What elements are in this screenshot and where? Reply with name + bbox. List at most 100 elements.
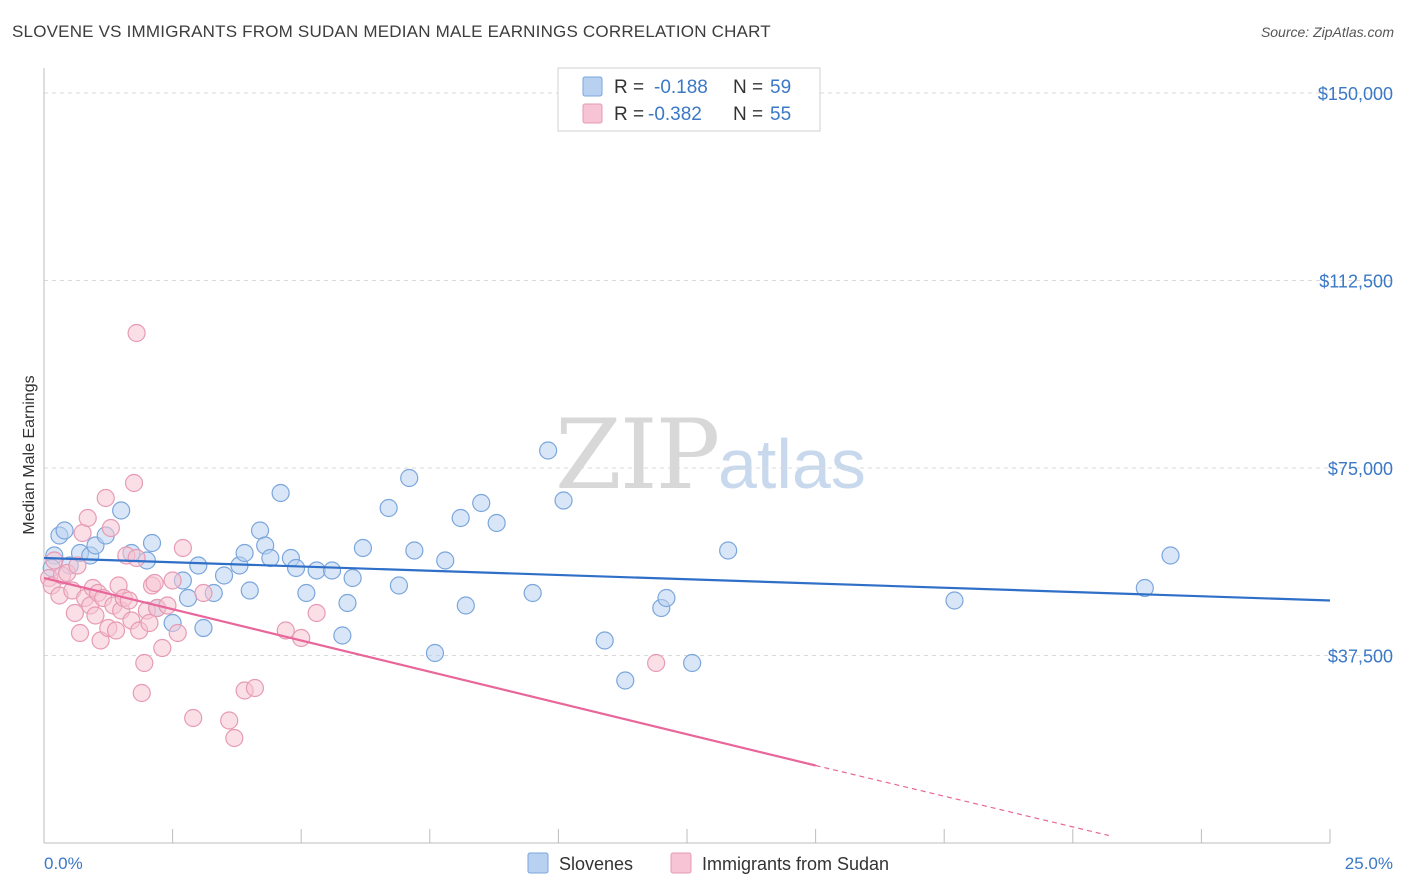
- legend-r-label-1: R =: [614, 104, 644, 125]
- slovenes-point: [142, 533, 162, 553]
- slovenes-point: [400, 468, 419, 488]
- slovenes-point: [425, 643, 445, 663]
- slovenes-point: [945, 591, 964, 610]
- sudan-point: [140, 613, 159, 633]
- sudan-point: [127, 323, 146, 343]
- sudan-point: [86, 606, 105, 625]
- legend-n-value-0: 59: [770, 77, 791, 98]
- slovenes-point: [379, 498, 398, 518]
- slovenes-point: [178, 588, 198, 608]
- series-legend: Slovenes Immigrants from Sudan: [527, 852, 889, 874]
- correlation-legend: R = -0.188 N = 59 R = -0.382 N = 55: [557, 67, 821, 132]
- sudan-point: [168, 623, 187, 643]
- sudan-point: [70, 623, 90, 643]
- slovenes-point: [595, 631, 614, 650]
- slovenes-point: [389, 576, 409, 595]
- slovenes-point: [451, 508, 470, 528]
- sudan-point: [45, 551, 64, 570]
- trend-lines: [43, 556, 1331, 837]
- slovenes-point: [1135, 578, 1154, 598]
- x-tick-label-min: 0.0%: [44, 854, 83, 873]
- series-sudan-points: [40, 323, 666, 748]
- slovenes-point: [436, 551, 455, 570]
- sudan-trend-line: [43, 576, 816, 767]
- source-label: Source: ZipAtlas.com: [1260, 24, 1394, 40]
- legend-r-value-0: -0.188: [654, 77, 708, 98]
- sudan-point: [78, 508, 97, 528]
- slovenes-point: [297, 583, 316, 603]
- y-axis-tick-labels: $37,500 $75,000 $112,500 $150,000: [1318, 84, 1393, 667]
- y-tick-label: $75,000: [1328, 459, 1393, 479]
- slovenes-point: [322, 561, 342, 580]
- slovenes-point: [456, 596, 475, 615]
- legend-swatch-pink: [582, 103, 603, 124]
- y-tick-label: $37,500: [1328, 647, 1393, 667]
- slovenes-trend-line: [43, 556, 1331, 602]
- legend-swatch-blue: [582, 76, 603, 97]
- sudan-point: [307, 603, 326, 623]
- sudan-point: [101, 518, 120, 538]
- sudan-point: [127, 548, 146, 568]
- slovenes-point: [189, 556, 208, 575]
- sudan-point: [194, 583, 213, 603]
- bottom-legend-label-sudan: Immigrants from Sudan: [702, 854, 889, 874]
- sudan-point: [184, 708, 203, 728]
- slovenes-point: [333, 626, 352, 645]
- sudan-point: [245, 678, 265, 698]
- sudan-point: [135, 653, 154, 673]
- slovenes-point: [112, 501, 131, 520]
- slovenes-point: [235, 543, 254, 563]
- slovenes-point: [657, 588, 676, 608]
- slovenes-point: [55, 521, 74, 540]
- slovenes-point: [554, 491, 573, 510]
- slovenes-point: [286, 558, 306, 578]
- x-tick-label-max: 25.0%: [1345, 854, 1393, 873]
- x-axis-tick-labels: 0.0% 25.0%: [44, 854, 1393, 873]
- slovenes-point: [487, 513, 506, 533]
- sudan-point: [132, 683, 151, 703]
- legend-r-value-1: -0.382: [648, 104, 702, 125]
- sudan-trend-line-extension: [815, 764, 1109, 837]
- slovenes-point: [523, 583, 542, 603]
- slovenes-point: [1161, 546, 1180, 565]
- bottom-legend-label-slovenes: Slovenes: [559, 854, 633, 874]
- slovenes-point: [616, 671, 635, 690]
- watermark-zip: ZIP: [555, 399, 718, 511]
- sudan-point: [173, 538, 192, 558]
- slovenes-point: [240, 581, 259, 600]
- bottom-legend-swatch-sudan: [670, 852, 692, 874]
- legend-n-label-0: N =: [733, 77, 763, 98]
- gridlines: [44, 92, 1395, 656]
- slovenes-point: [539, 441, 558, 460]
- y-axis-title: Median Male Earnings: [21, 375, 38, 534]
- sudan-point: [225, 728, 244, 748]
- slovenes-point: [683, 653, 702, 673]
- slovenes-point: [214, 566, 234, 585]
- slovenes-point: [472, 493, 491, 513]
- slovenes-point: [271, 483, 290, 503]
- bottom-legend-swatch-slovenes: [527, 852, 549, 874]
- y-tick-label: $112,500: [1319, 272, 1393, 292]
- axes: [43, 68, 1331, 844]
- legend-r-label-0: R =: [614, 77, 644, 98]
- sudan-point: [163, 571, 182, 590]
- slovenes-point: [194, 618, 213, 638]
- sudan-point: [647, 653, 666, 673]
- slovenes-point: [405, 541, 424, 560]
- sudan-point: [153, 638, 172, 658]
- sudan-point: [68, 556, 87, 575]
- watermark-atlas: atlas: [718, 425, 866, 503]
- slovenes-point: [353, 538, 373, 558]
- chart-title: SLOVENE VS IMMIGRANTS FROM SUDAN MEDIAN …: [12, 22, 771, 41]
- legend-n-label-1: N =: [733, 104, 763, 125]
- slovenes-point: [343, 568, 362, 588]
- y-tick-label: $150,000: [1318, 84, 1393, 104]
- sudan-point: [124, 473, 144, 493]
- slovenes-point: [261, 548, 280, 568]
- legend-n-value-1: 55: [770, 104, 791, 125]
- sudan-point: [145, 573, 164, 593]
- sudan-point: [106, 621, 126, 640]
- slovenes-point: [307, 561, 326, 580]
- sudan-point: [220, 711, 239, 730]
